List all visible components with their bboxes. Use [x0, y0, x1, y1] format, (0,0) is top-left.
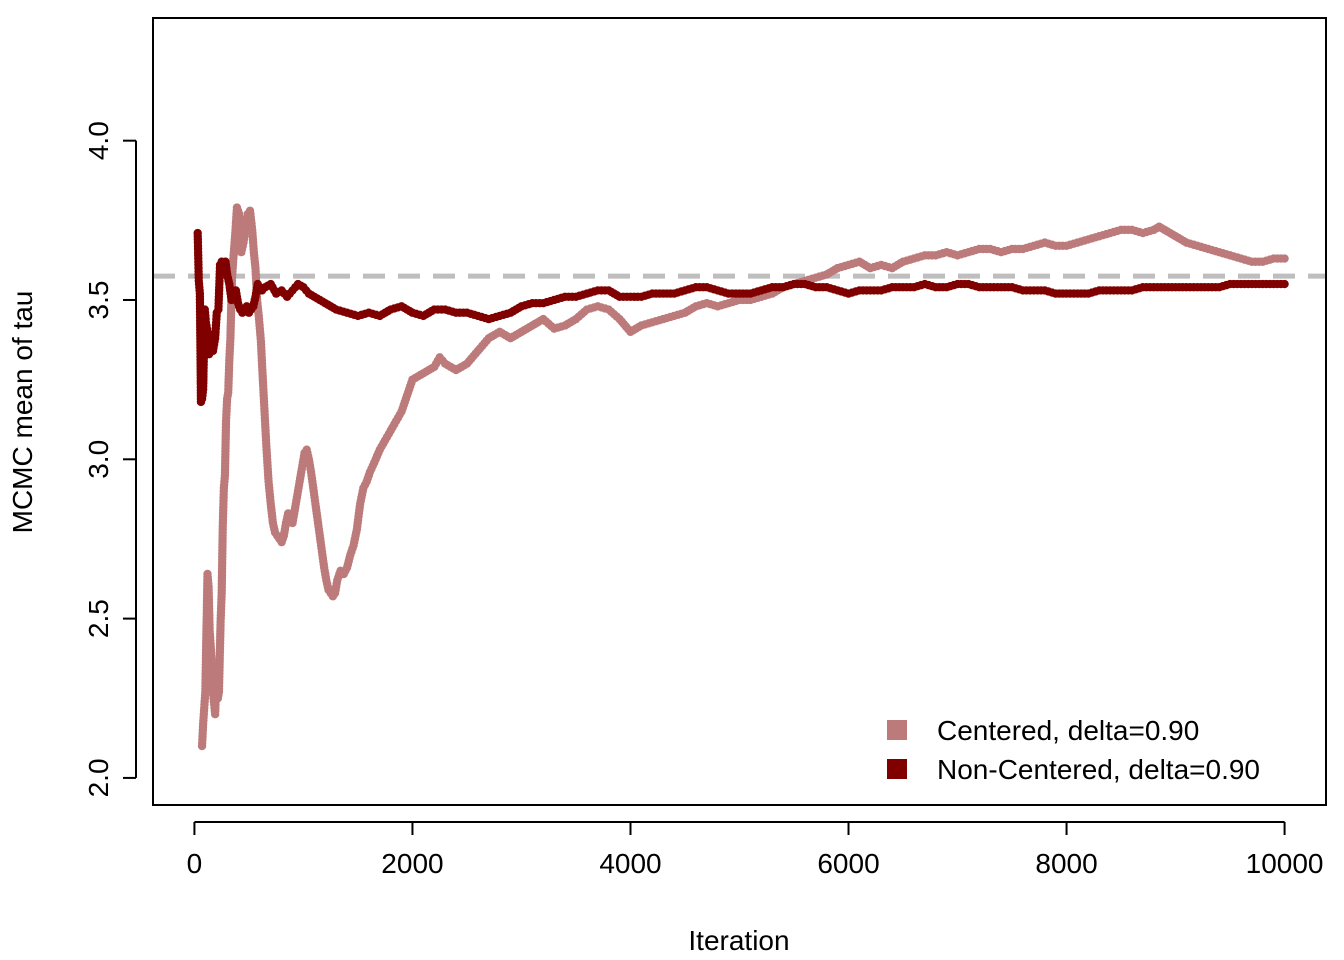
- series-2: [193, 228, 1289, 407]
- series-layer: [193, 203, 1289, 751]
- x-tick-label: 10000: [1246, 848, 1324, 879]
- legend: Centered, delta=0.90 Non-Centered, delta=…: [887, 715, 1260, 785]
- x-tick-label: 2000: [381, 848, 443, 879]
- x-tick-label: 6000: [817, 848, 879, 879]
- legend-label: Centered, delta=0.90: [937, 715, 1199, 746]
- y-tick-label: 3.0: [83, 440, 114, 479]
- data-point: [1280, 279, 1289, 289]
- legend-swatch: [887, 720, 907, 740]
- data-point: [1280, 254, 1289, 263]
- y-tick-label: 3.5: [83, 281, 114, 320]
- y-tick-label: 4.0: [83, 121, 114, 160]
- y-axis-label: MCMC mean of tau: [7, 291, 38, 534]
- x-axis: 0 2000 4000 6000 8000 10000: [187, 821, 1324, 879]
- y-axis: 2.0 2.5 3.0 3.5 4.0: [83, 121, 137, 797]
- x-tick-label: 0: [187, 848, 203, 879]
- y-tick-label: 2.0: [83, 758, 114, 797]
- x-axis-label: Iteration: [688, 925, 789, 956]
- y-tick-label: 2.5: [83, 599, 114, 638]
- legend-swatch: [887, 759, 907, 779]
- legend-label: Non-Centered, delta=0.90: [937, 754, 1260, 785]
- x-tick-label: 8000: [1035, 848, 1097, 879]
- x-tick-label: 4000: [599, 848, 661, 879]
- plot-frame: [152, 17, 1327, 806]
